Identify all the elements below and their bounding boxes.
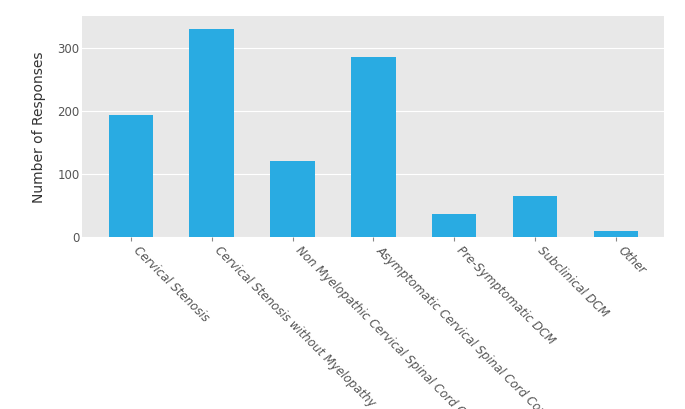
Bar — [513, 196, 557, 237]
Y-axis label: Number of Responses: Number of Responses — [32, 51, 46, 202]
Bar — [351, 57, 395, 237]
Bar — [109, 115, 153, 237]
Bar — [432, 214, 476, 237]
Bar — [271, 162, 314, 237]
Bar — [593, 231, 638, 237]
Bar — [190, 29, 234, 237]
